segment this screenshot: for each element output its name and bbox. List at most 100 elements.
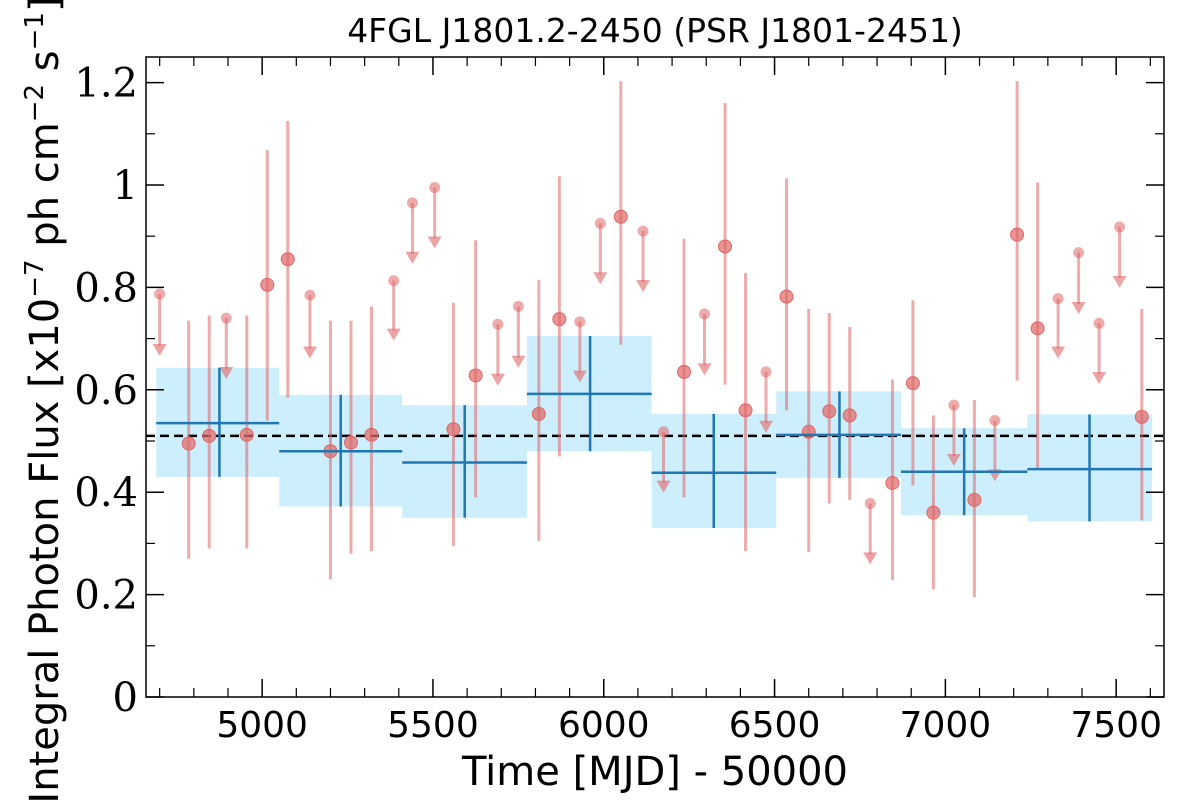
upper-limit-18	[1071, 247, 1086, 314]
data-point-marker	[905, 376, 920, 391]
x-tick-label-4: 7000	[900, 705, 992, 746]
bin-average-4	[651, 413, 777, 529]
upper-limit-arrowhead	[511, 355, 526, 368]
upper-limit-marker	[1073, 247, 1085, 259]
upper-limit-marker	[1093, 317, 1105, 329]
data-point-7	[364, 306, 379, 552]
data-point-18	[822, 313, 837, 504]
data-point-0	[181, 320, 196, 559]
data-point-19	[842, 326, 857, 500]
data-point-23	[967, 400, 982, 598]
upper-limit-arrowhead	[572, 370, 587, 383]
upper-limit-arrowhead	[1112, 275, 1127, 288]
upper-limit-arrowhead	[1051, 346, 1066, 359]
upper-limit-marker	[1114, 221, 1126, 233]
data-point-26	[1134, 308, 1149, 521]
upper-limit-arrowhead	[697, 363, 712, 376]
x-tick-label-2: 6000	[558, 705, 650, 746]
upper-limit-arrowhead	[386, 328, 401, 341]
upper-limit-marker	[512, 300, 524, 312]
upper-limit-marker	[658, 426, 670, 438]
upper-limit-13	[759, 366, 774, 433]
upper-limit-arrowhead	[1071, 301, 1086, 314]
bin-average-3	[526, 336, 652, 452]
data-point-marker	[613, 209, 628, 224]
data-point-marker	[885, 475, 900, 490]
upper-limit-arrowhead	[1092, 372, 1107, 385]
y-tick-label-3: 0.6	[74, 368, 138, 414]
data-point-12	[613, 81, 628, 345]
upper-limit-8	[572, 316, 587, 383]
data-point-8	[446, 302, 461, 546]
upper-limit-1	[219, 312, 234, 379]
data-point-marker	[446, 422, 461, 437]
upper-limit-marker	[637, 225, 649, 237]
upper-limit-12	[697, 308, 712, 376]
data-point-20	[885, 379, 900, 581]
data-point-marker	[1030, 321, 1045, 336]
y-tick-label-0: 0	[113, 675, 138, 721]
data-point-marker	[552, 312, 567, 327]
upper-limit-arrowhead	[152, 343, 167, 356]
upper-limit-6	[490, 318, 505, 386]
upper-limit-arrowhead	[636, 279, 651, 292]
upper-limit-arrowhead	[427, 236, 442, 249]
upper-limit-7	[511, 300, 526, 368]
upper-limit-19	[1092, 317, 1107, 385]
plot-area	[146, 81, 1164, 598]
x-tick-label-0: 5000	[216, 705, 308, 746]
upper-limit-marker	[760, 366, 772, 378]
data-point-13	[677, 238, 692, 498]
data-point-6	[343, 320, 358, 554]
y-label-exp1: −7	[20, 259, 50, 297]
upper-limit-17	[1051, 293, 1066, 359]
upper-limit-arrowhead	[219, 367, 234, 379]
data-point-11	[552, 176, 567, 457]
plot-frame	[145, 56, 1165, 698]
upper-limit-marker	[388, 275, 400, 287]
data-point-25	[1030, 182, 1045, 470]
upper-limit-2	[302, 289, 317, 359]
upper-limit-11	[656, 426, 671, 493]
upper-limit-5	[427, 182, 442, 249]
upper-limit-marker	[594, 217, 606, 229]
upper-limit-20	[1112, 221, 1127, 288]
upper-limit-marker	[989, 415, 1001, 427]
upper-limit-arrowhead	[946, 454, 961, 467]
data-point-marker	[364, 427, 379, 442]
y-tick-label-4: 0.8	[74, 265, 138, 311]
data-point-marker	[1010, 227, 1025, 242]
data-point-marker	[779, 289, 794, 304]
data-point-marker	[280, 252, 295, 267]
bin-average-2	[402, 405, 527, 518]
upper-limit-marker	[154, 288, 166, 300]
upper-limit-arrowhead	[405, 251, 420, 264]
y-tick-label-5: 1	[113, 163, 138, 209]
upper-limit-0	[152, 288, 167, 356]
upper-limit-9	[593, 217, 608, 285]
data-point-marker	[468, 368, 483, 383]
bin-average-7	[1027, 414, 1153, 522]
upper-limit-arrowhead	[656, 480, 671, 493]
upper-limit-arrowhead	[863, 552, 878, 565]
data-point-15	[738, 273, 753, 552]
bin-average-0	[156, 367, 280, 477]
upper-limit-marker	[1052, 293, 1064, 305]
upper-limit-3	[386, 275, 401, 341]
data-point-marker	[531, 406, 546, 421]
x-axis-label: Time [MJD] - 50000	[461, 749, 848, 795]
data-point-marker	[738, 403, 753, 418]
data-point-marker	[801, 424, 816, 439]
data-point-marker	[822, 404, 837, 419]
data-point-marker	[926, 505, 941, 520]
upper-limit-arrowhead	[490, 373, 505, 386]
upper-limit-marker	[406, 197, 418, 209]
x-tick-label-5: 7500	[1070, 705, 1162, 746]
upper-limit-4	[405, 197, 420, 264]
data-point-marker	[967, 492, 982, 507]
y-axis-label: Integral Photon Flux [x10−7 ph cm−2 s−1]	[20, 0, 68, 800]
upper-limit-marker	[574, 316, 586, 328]
y-label-end: ]	[22, 0, 68, 12]
upper-limit-arrowhead	[759, 420, 774, 433]
upper-limit-marker	[948, 399, 960, 411]
